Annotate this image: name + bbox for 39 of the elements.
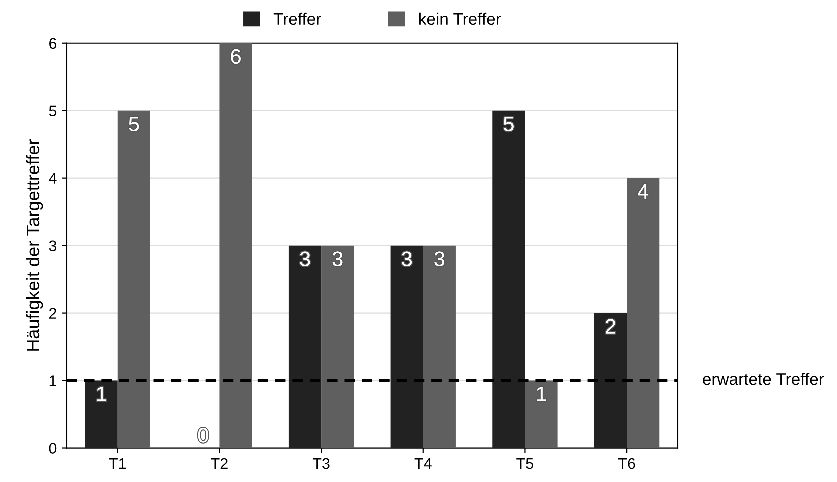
data-label: 1 [97,386,106,402]
bar [525,380,558,448]
x-tick-label: T2 [211,458,228,470]
data-label: 3 [300,252,310,267]
data-label: 5 [504,117,514,132]
y-tick-label: 4 [49,173,57,184]
y-axis-title: Häufigkeit der Targettreffer [26,140,44,351]
bar [423,246,456,448]
y-tick-label: 2 [50,308,56,319]
y-tick-label: 5 [49,106,57,117]
x-tick-label: T3 [312,458,330,470]
bar [390,246,424,448]
bar [118,110,150,448]
legend-label: Treffer [274,12,322,26]
bar [322,246,354,448]
data-label: 3 [332,252,343,267]
y-tick-label: 1 [50,376,56,386]
y-tick-label: 6 [50,38,57,50]
bar [594,313,628,448]
data-label: 3 [402,252,412,267]
x-tick-label: T1 [109,458,126,470]
data-label: 5 [129,117,140,132]
y-tick-label: 3 [49,240,57,252]
data-label: 6 [231,49,241,64]
bar [288,246,322,448]
x-tick-label: T4 [414,458,432,470]
y-tick-label: 0 [49,443,57,454]
data-label: 1 [537,386,546,402]
legend-label: kein Treffer [419,12,502,26]
x-tick-label: T6 [618,458,636,470]
bar [492,110,526,448]
x-tick-label: T5 [516,458,534,470]
ref-line-label: erwartete Treffer [703,373,824,386]
data-label: 2 [606,319,616,334]
data-label: 3 [434,252,445,267]
bar [85,380,118,448]
bar [220,43,252,448]
bar [627,178,660,448]
data-label: 4 [638,184,649,199]
